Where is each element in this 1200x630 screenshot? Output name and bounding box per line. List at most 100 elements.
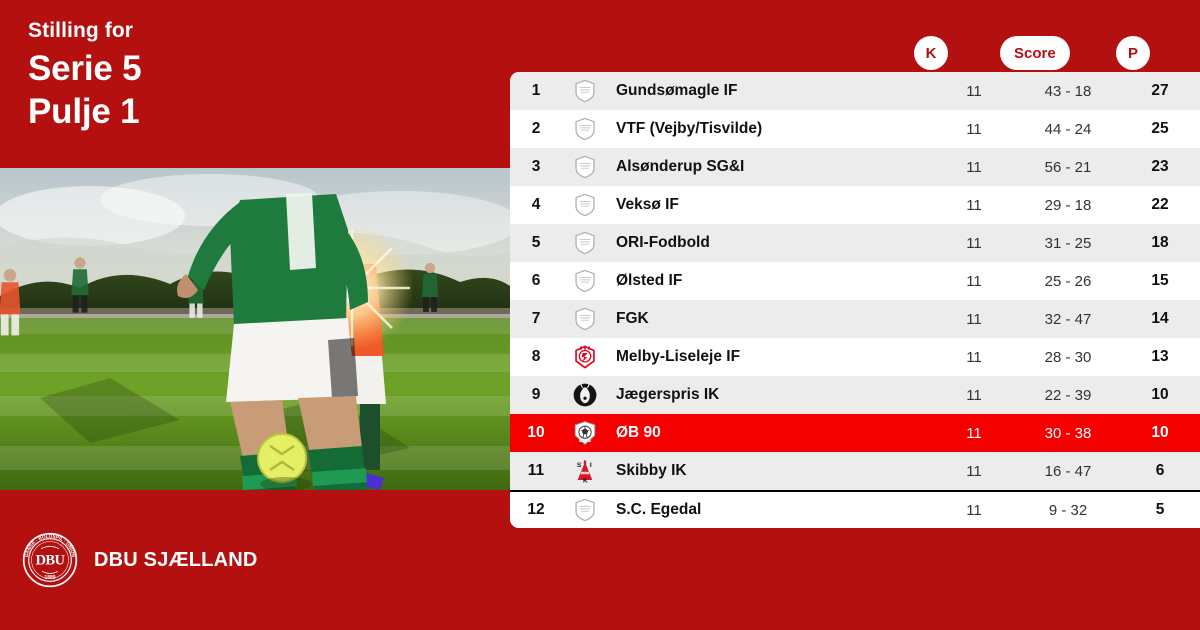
shield-placeholder-icon — [562, 116, 608, 142]
table-row[interactable]: 11 S I K Skibby IK 11 16 - 47 6 — [510, 452, 1200, 490]
footer: DANSK · BOLDSPIL · UNION DBU 1889 DBU SJ… — [0, 490, 510, 630]
row-points: 5 — [1155, 501, 1165, 518]
row-matches-played: 11 — [966, 348, 982, 366]
row-points: 15 — [1151, 272, 1169, 289]
row-club-name: Gundsømagle IF — [616, 82, 738, 99]
row-matches-played: 11 — [966, 386, 982, 404]
row-points: 18 — [1151, 234, 1169, 251]
table-row[interactable]: 12 S.C. Egedal 11 9 - 32 5 — [510, 490, 1200, 528]
column-badge-points: P — [1116, 36, 1150, 70]
row-position: 9 — [531, 386, 541, 403]
svg-text:K: K — [583, 477, 588, 484]
skibby-crest-icon: S I K — [562, 458, 608, 484]
svg-text:DBU: DBU — [35, 552, 65, 568]
row-points: 10 — [1151, 424, 1169, 441]
table-row[interactable]: 2 VTF (Vejby/Tisvilde) 11 44 - 24 25 — [510, 110, 1200, 148]
shield-placeholder-icon — [562, 268, 608, 294]
row-position: 5 — [531, 234, 541, 251]
row-matches-played: 11 — [966, 82, 982, 100]
row-goal-score: 56 - 21 — [1044, 158, 1092, 176]
row-goal-score: 22 - 39 — [1044, 386, 1092, 404]
ob90-crest-icon — [562, 420, 608, 446]
row-points: 6 — [1155, 462, 1165, 479]
row-matches-played: 11 — [966, 501, 982, 519]
row-points: 13 — [1151, 348, 1169, 365]
row-goal-score: 28 - 30 — [1044, 348, 1092, 366]
row-club-name: S.C. Egedal — [616, 501, 702, 518]
row-points: 25 — [1151, 120, 1169, 137]
row-goal-score: 44 - 24 — [1044, 120, 1092, 138]
row-goal-score: 31 - 25 — [1044, 234, 1092, 252]
headline-line-2: Pulje 1 — [28, 91, 140, 131]
table-row[interactable]: 3 Alsønderup SG&I 11 56 - 21 23 — [510, 148, 1200, 186]
row-club-name: Jægerspris IK — [616, 386, 720, 403]
row-position: 4 — [531, 196, 541, 213]
table-row[interactable]: 8 Melby-Liseleje IF 11 28 - 30 13 — [510, 338, 1200, 376]
row-position: 1 — [531, 82, 541, 99]
row-goal-score: 29 - 18 — [1044, 196, 1092, 214]
table-row[interactable]: 9 Jægerspris IK 11 22 - 39 10 — [510, 376, 1200, 414]
row-points: 10 — [1151, 386, 1169, 403]
row-goal-score: 30 - 38 — [1044, 424, 1092, 442]
row-club-name: VTF (Vejby/Tisvilde) — [616, 120, 763, 137]
shield-placeholder-icon — [562, 230, 608, 256]
row-matches-played: 11 — [966, 120, 982, 138]
shield-placeholder-icon — [562, 306, 608, 332]
table-row[interactable]: 4 Veksø IF 11 29 - 18 22 — [510, 186, 1200, 224]
table-row[interactable]: 1 Gundsømagle IF 11 43 - 18 27 — [510, 72, 1200, 110]
row-points: 22 — [1151, 196, 1169, 213]
row-matches-played: 11 — [966, 196, 982, 214]
column-badge-score: Score — [1000, 36, 1070, 70]
row-club-name: ØB 90 — [616, 424, 661, 441]
row-matches-played: 11 — [966, 424, 982, 442]
dbu-logo: DANSK · BOLDSPIL · UNION DBU 1889 — [22, 532, 78, 588]
svg-text:I: I — [590, 462, 592, 469]
row-goal-score: 16 - 47 — [1044, 462, 1092, 480]
table-row[interactable]: 6 Ølsted IF 11 25 - 26 15 — [510, 262, 1200, 300]
row-position: 7 — [531, 310, 541, 327]
shield-placeholder-icon — [562, 497, 608, 523]
row-position: 12 — [527, 501, 545, 518]
soccer-match-photo — [0, 168, 510, 490]
column-badge-matches: K — [914, 36, 948, 70]
row-goal-score: 43 - 18 — [1044, 82, 1092, 100]
page-title: Stilling for Serie 5 Pulje 1 — [28, 18, 488, 134]
table-row[interactable]: 5 ORI-Fodbold 11 31 - 25 18 — [510, 224, 1200, 262]
row-club-name: Skibby IK — [616, 462, 687, 479]
headline-line-1: Serie 5 — [28, 49, 142, 89]
row-club-name: Veksø IF — [616, 196, 679, 213]
row-position: 6 — [531, 272, 541, 289]
melby-crest-icon — [562, 344, 608, 370]
row-goal-score: 9 - 32 — [1048, 501, 1088, 519]
row-matches-played: 11 — [966, 310, 982, 328]
row-matches-played: 11 — [966, 272, 982, 290]
column-badges: K Score P — [510, 36, 1200, 74]
shield-placeholder-icon — [562, 192, 608, 218]
row-points: 14 — [1151, 310, 1169, 327]
table-row[interactable]: 10 ØB 90 11 30 - 38 10 — [510, 414, 1200, 452]
row-position: 3 — [531, 158, 541, 175]
row-matches-played: 11 — [966, 234, 982, 252]
row-position: 8 — [531, 348, 541, 365]
row-goal-score: 32 - 47 — [1044, 310, 1092, 328]
row-goal-score: 25 - 26 — [1044, 272, 1092, 290]
row-club-name: FGK — [616, 310, 649, 327]
footer-organisation: DBU SJÆLLAND — [94, 548, 258, 571]
row-points: 23 — [1151, 158, 1169, 175]
row-points: 27 — [1151, 82, 1169, 99]
svg-text:S: S — [577, 462, 582, 469]
row-club-name: Melby-Liseleje IF — [616, 348, 741, 365]
row-club-name: Alsønderup SG&I — [616, 158, 745, 175]
row-position: 2 — [531, 120, 541, 137]
row-matches-played: 11 — [966, 462, 982, 480]
svg-text:1889: 1889 — [44, 575, 55, 581]
row-club-name: ORI-Fodbold — [616, 234, 710, 251]
standings-table: 1 Gundsømagle IF 11 43 - 18 27 2 VTF (Vejby/Ti… — [510, 72, 1200, 528]
jaegerspris-crest-icon — [562, 382, 608, 408]
row-position: 10 — [527, 424, 545, 441]
shield-placeholder-icon — [562, 154, 608, 180]
shield-placeholder-icon — [562, 78, 608, 104]
table-row[interactable]: 7 FGK 11 32 - 47 14 — [510, 300, 1200, 338]
headline-kicker: Stilling for — [28, 19, 134, 42]
